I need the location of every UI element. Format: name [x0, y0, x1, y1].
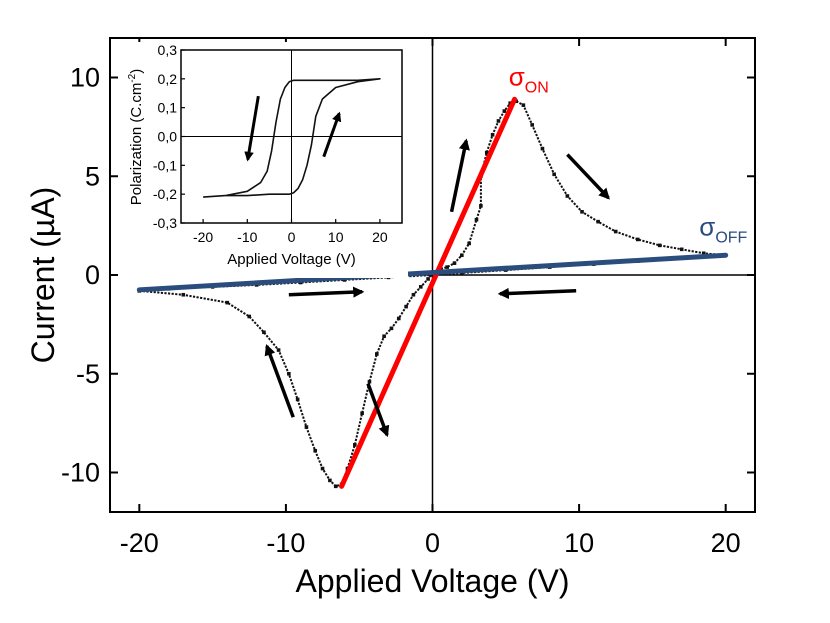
iv-data-point: [502, 109, 507, 113]
sweep-direction-arrow: [566, 153, 610, 200]
iv-data-point: [295, 397, 300, 402]
y-axis-title: Current (µA): [25, 187, 61, 364]
main-y-tick-label: 10: [70, 63, 100, 93]
sigma-off-fit-line: [136, 252, 729, 293]
main-y-tick-label: -5: [76, 359, 100, 389]
iv-data-point: [276, 348, 281, 352]
iv-data-point: [389, 326, 394, 331]
main-y-ticks: -10 -5 0 5 10: [61, 63, 755, 488]
inset-arrows: [244, 95, 342, 162]
inset-y-ticks: -0,3 -0,2 -0,1 0,0 0,1 0,2 0,3: [153, 42, 185, 231]
iv-data-point: [701, 251, 706, 256]
main-x-tick-label: 20: [711, 528, 741, 558]
iv-data-point: [320, 466, 325, 471]
iv-data-point: [467, 241, 471, 246]
iv-data-point: [353, 443, 357, 447]
sigma-on-fit-line: [339, 96, 518, 489]
iv-data-point: [426, 277, 430, 281]
sweep-direction-arrow: [264, 343, 295, 418]
main-x-tick-label: 0: [425, 528, 440, 558]
iv-data-point: [460, 253, 464, 258]
iv-data-point: [521, 103, 526, 107]
inset-x-tick-label: 0: [288, 229, 296, 245]
main-plot-area: [136, 96, 729, 489]
sweep-direction-arrow: [497, 287, 577, 300]
iv-data-point: [565, 194, 570, 198]
iv-data-point: [530, 123, 534, 127]
inset-plot-area: [203, 78, 381, 198]
main-arrows: [264, 138, 610, 438]
iv-data-point: [313, 448, 318, 453]
inset-y-axis-title: Polarization (C.cm-2): [127, 69, 145, 205]
main-y-tick-label: 5: [85, 161, 100, 191]
main-x-tick-label: -10: [266, 528, 305, 558]
iv-data-point: [328, 478, 332, 483]
iv-data-point: [452, 261, 457, 265]
sigma-off-label: σOFF: [699, 212, 747, 247]
hysteresis-loop: [203, 78, 381, 198]
sweep-direction-arrow: [449, 138, 470, 213]
sweep-direction-arrow: [288, 286, 365, 298]
main-x-tick-label: -20: [120, 528, 159, 558]
inset-chart: -20 -10 0 10 20 -0,3 -0,2 -0,1 0,0 0,1 0,2 0,3 App…: [118, 42, 408, 278]
iv-data-point: [445, 265, 449, 269]
x-axis-title: Applied Voltage (V): [296, 563, 570, 599]
iv-data-point: [580, 210, 584, 214]
iv-data-point: [181, 292, 186, 297]
iv-data-point: [247, 314, 252, 319]
inset-y-tick-label: -0,2: [153, 186, 177, 202]
iv-data-point: [496, 119, 501, 123]
iv-data-point: [490, 132, 495, 137]
inset-y-tick-label: -0,3: [153, 215, 177, 231]
iv-data-point: [382, 334, 386, 339]
main-annotations: σON σOFF: [509, 61, 748, 246]
inset-y-tick-label: -0,1: [153, 157, 177, 173]
iv-data-point: [657, 243, 662, 248]
iv-data-point: [540, 146, 545, 151]
iv-data-point: [304, 425, 309, 429]
iv-data-point: [552, 172, 556, 177]
iv-data-point: [418, 285, 423, 289]
main-y-tick-label: -10: [61, 458, 100, 488]
inset-y-tick-label: 0,0: [158, 129, 178, 145]
iv-data-point: [484, 150, 489, 155]
sweep-direction-arrow: [366, 383, 390, 438]
inset-y-tick-label: 0,2: [158, 71, 178, 87]
iv-data-point: [474, 217, 479, 222]
iv-data-point: [404, 304, 408, 309]
inset-x-tick-label: -10: [237, 229, 257, 245]
iv-data-point: [262, 330, 266, 335]
main-x-tick-label: 10: [564, 528, 594, 558]
iv-data-point: [225, 300, 230, 305]
iv-data-point: [396, 316, 401, 321]
inset-x-ticks: -20 -10 0 10 20: [193, 219, 388, 245]
inset-x-axis-title: Applied Voltage (V): [227, 251, 355, 268]
inset-y-tick-label: 0,1: [158, 100, 178, 116]
inset-y-tick-label: 0,3: [158, 42, 178, 58]
iv-data-point: [333, 484, 338, 489]
inset-x-tick-label: 20: [372, 229, 388, 245]
iv-data-point: [411, 292, 416, 297]
iv-data-point: [679, 247, 684, 252]
iv-data-point: [374, 352, 379, 356]
iv-data-point: [360, 411, 364, 416]
iv-data-point: [613, 229, 618, 234]
iv-data-point: [287, 371, 291, 376]
inset-sweep-arrow: [244, 95, 260, 162]
iv-data-point: [479, 204, 483, 208]
sigma-on-label: σON: [509, 61, 549, 96]
main-y-tick-label: 0: [85, 260, 100, 290]
iv-data-point: [596, 219, 600, 224]
inset-x-tick-label: -20: [193, 229, 213, 245]
iv-data-point: [635, 237, 640, 242]
inset-sweep-arrow: [322, 111, 342, 158]
iv-data-point: [367, 379, 372, 384]
main-x-ticks: -20 -10 0 10 20: [120, 38, 741, 558]
inset-x-tick-label: 10: [328, 229, 344, 245]
